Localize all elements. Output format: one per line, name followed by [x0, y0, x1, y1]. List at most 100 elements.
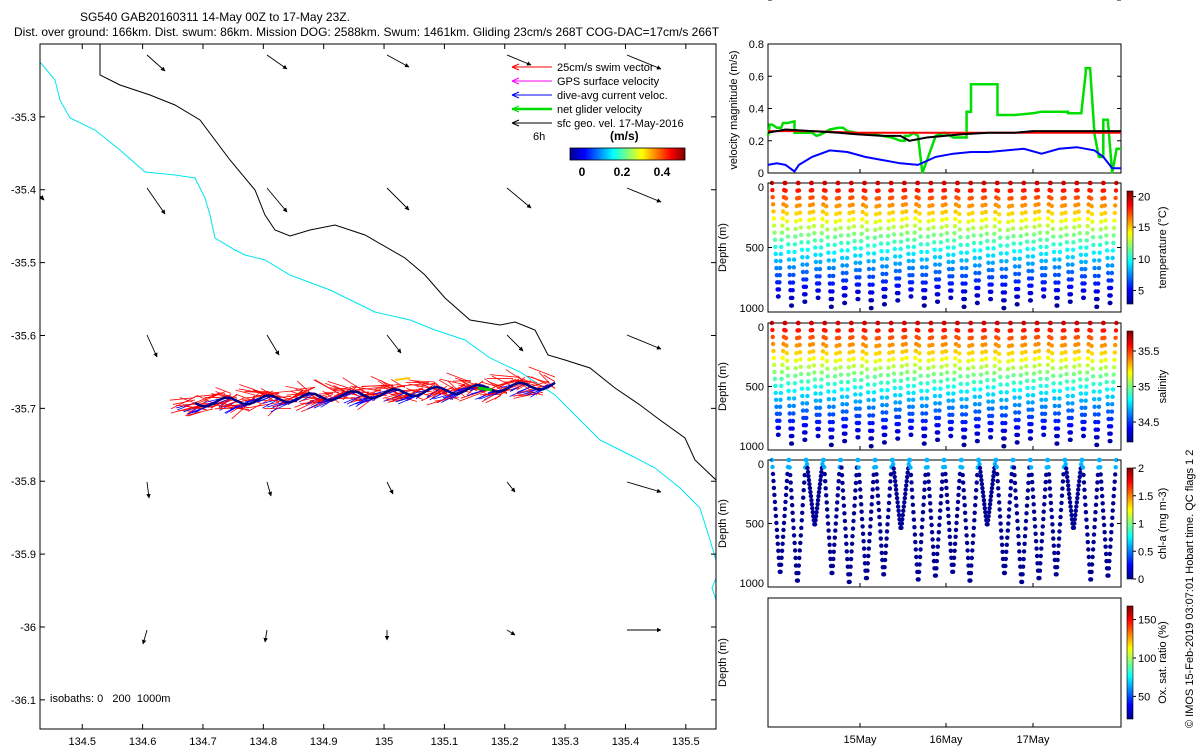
profile-sample [1104, 240, 1109, 246]
profile-sample [812, 370, 817, 375]
profile-sample [909, 280, 915, 285]
profile-sample [1036, 348, 1042, 354]
profile-sample [813, 518, 818, 523]
velocity-y-axis: 00.20.40.60.8 [749, 39, 1121, 180]
profile-sample [920, 272, 925, 278]
profile-sample [929, 328, 934, 333]
profile-sample [1094, 495, 1099, 500]
profile-sample [811, 349, 816, 354]
profile-sample [919, 525, 925, 530]
profile-sample [1025, 246, 1030, 252]
profile-sample [896, 421, 901, 427]
profile-sample [851, 224, 857, 229]
profile-sample [804, 277, 809, 282]
profile-sample [1065, 479, 1070, 484]
profile-sample [1113, 457, 1119, 463]
profile-sample [832, 242, 837, 248]
profile-sample [861, 546, 867, 551]
profile-sample [776, 548, 781, 553]
profile-sample [806, 477, 812, 483]
profile-sample [820, 209, 826, 214]
profile-sample [863, 188, 868, 193]
profile-sample [916, 188, 921, 193]
profile-sample [1112, 486, 1117, 492]
profile-sample [912, 223, 918, 228]
profile-sample [887, 486, 893, 491]
profile-sample [993, 349, 998, 354]
profile-sample [1024, 239, 1030, 244]
profile-sample [976, 416, 981, 422]
profile-sample [811, 216, 816, 222]
profile-sample [930, 203, 935, 208]
profile-sample [926, 366, 931, 371]
profile-sample [842, 438, 848, 444]
profile-sample [833, 521, 838, 526]
profile-sample [806, 240, 811, 245]
profile-sample [905, 376, 910, 382]
profile-sample [982, 180, 987, 186]
profile-sample [1008, 180, 1013, 186]
profile-sample [916, 203, 922, 209]
profile-sample [831, 404, 836, 409]
profile-sample [930, 342, 935, 348]
profile-sample [874, 479, 880, 484]
profile-sample [1090, 547, 1096, 552]
profile-sample [870, 494, 875, 500]
profile-sample [1064, 232, 1069, 238]
profile-sample [1055, 288, 1061, 293]
profile-sample [958, 389, 964, 394]
profile-sample [1103, 225, 1109, 231]
profile-sample [905, 230, 910, 235]
profile-sample [1018, 241, 1023, 246]
profile-sample [866, 405, 872, 410]
profile-sample [906, 251, 911, 257]
profile-sample [1072, 357, 1077, 362]
profile-sample [946, 520, 952, 526]
colorbar-label: temperature (°C) [1157, 206, 1169, 288]
profile-sample [918, 366, 923, 371]
profile-sample [1076, 487, 1081, 492]
profile-sample [1049, 507, 1054, 513]
profile-sample [990, 481, 995, 487]
profile-sample [922, 441, 927, 446]
profile-sample [986, 399, 991, 404]
profile-sample [893, 407, 899, 412]
profile-sample [859, 516, 865, 522]
section-ytick-label: 1000 [740, 441, 764, 453]
profile-sample [791, 257, 797, 262]
profile-sample [783, 335, 789, 341]
profile-sample [1064, 466, 1069, 471]
profile-sample [915, 180, 921, 186]
profile-sample [995, 320, 1000, 326]
profile-sample [1113, 472, 1118, 477]
profile-sample [1062, 195, 1067, 200]
profile-sample [1010, 358, 1015, 363]
profile-sample [838, 372, 844, 377]
section-ytick-label: 0 [758, 182, 764, 194]
profile-sample [975, 431, 981, 436]
profile-sample [1063, 350, 1068, 355]
profile-sample [1009, 203, 1015, 208]
profile-sample [1055, 441, 1060, 446]
swim-vector [458, 389, 490, 402]
swim-vector [491, 375, 514, 387]
current-vector [433, 393, 454, 400]
profile-sample [991, 253, 996, 258]
profile-sample [1110, 515, 1115, 520]
profile-sample [806, 379, 811, 384]
profile-sample [922, 295, 928, 301]
profile-sample [913, 539, 918, 545]
profile-sample [1088, 320, 1093, 326]
profile-sample [824, 219, 830, 224]
profile-sample [1030, 393, 1036, 398]
profile-sample [1010, 218, 1015, 224]
profile-sample [1076, 342, 1081, 347]
profile-sample [834, 351, 839, 356]
profile-sample [1112, 210, 1118, 216]
profile-sample [913, 216, 918, 221]
profile-sample [1066, 483, 1071, 488]
profile-sample [934, 558, 939, 564]
swim-vector [447, 380, 466, 398]
profile-sample [1062, 342, 1068, 348]
profile-sample [950, 569, 956, 574]
